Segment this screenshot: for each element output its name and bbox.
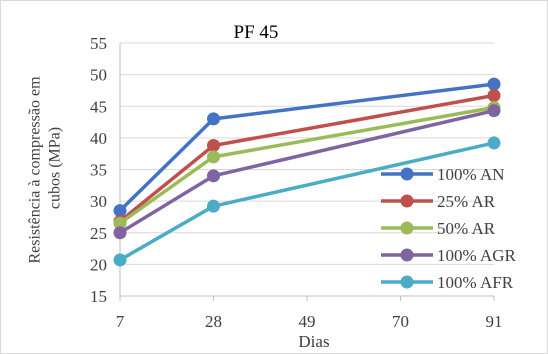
y-tick-label: 20 xyxy=(90,255,107,274)
data-point xyxy=(207,199,220,213)
y-axis-title: Resistência à compressão em cubos (MPa) xyxy=(26,72,63,263)
legend-label: 25% AR xyxy=(437,192,496,211)
x-tick-label: 49 xyxy=(299,312,316,331)
y-tick-label: 55 xyxy=(90,34,107,53)
data-point xyxy=(113,204,127,218)
legend: 100% AN 25% AR 50% AR 100% AGR 100% AFR xyxy=(381,165,517,292)
x-tick-label: 91 xyxy=(486,312,503,331)
data-point xyxy=(113,226,127,240)
x-tick-label: 7 xyxy=(116,312,125,331)
data-point xyxy=(487,88,501,102)
legend-label: 50% AR xyxy=(437,219,496,238)
data-point xyxy=(207,112,220,126)
x-axis-title: Dias xyxy=(298,332,329,351)
y-tick-label: 40 xyxy=(90,129,107,148)
x-tick-label: 28 xyxy=(205,312,222,331)
data-point xyxy=(487,136,501,150)
legend-swatch-marker xyxy=(400,194,414,208)
y-tick-label: 15 xyxy=(90,287,107,306)
legend-swatch-marker xyxy=(400,221,414,235)
y-tick-label: 45 xyxy=(90,97,107,116)
y-tick-label: 35 xyxy=(90,161,107,180)
legend-swatch-marker xyxy=(400,248,414,262)
tick-labels: 15 20 25 30 35 40 45 50 55 7 28 49 70 91 xyxy=(90,34,503,331)
data-point xyxy=(113,216,127,230)
y-axis-title-line-1: Resistência à compressão em xyxy=(26,76,43,264)
legend-label: 100% AN xyxy=(437,165,505,184)
y-tick-label: 50 xyxy=(90,66,107,85)
x-tick-label: 70 xyxy=(392,312,409,331)
data-point xyxy=(113,253,127,267)
data-point xyxy=(487,104,501,118)
legend-label: 100% AGR xyxy=(437,246,517,265)
legend-swatch-marker xyxy=(400,167,414,181)
data-point xyxy=(207,138,220,152)
legend-swatch-marker xyxy=(400,275,414,289)
data-point xyxy=(487,77,501,91)
y-axis-title-line-2: cubos (MPa) xyxy=(46,127,63,209)
chart-title: PF 45 xyxy=(234,22,279,43)
data-point xyxy=(207,169,220,183)
legend-label: 100% AFR xyxy=(437,273,514,292)
y-tick-label: 25 xyxy=(90,224,107,243)
y-tick-label: 30 xyxy=(90,192,107,211)
series-layer xyxy=(113,77,501,267)
data-point xyxy=(207,150,220,164)
